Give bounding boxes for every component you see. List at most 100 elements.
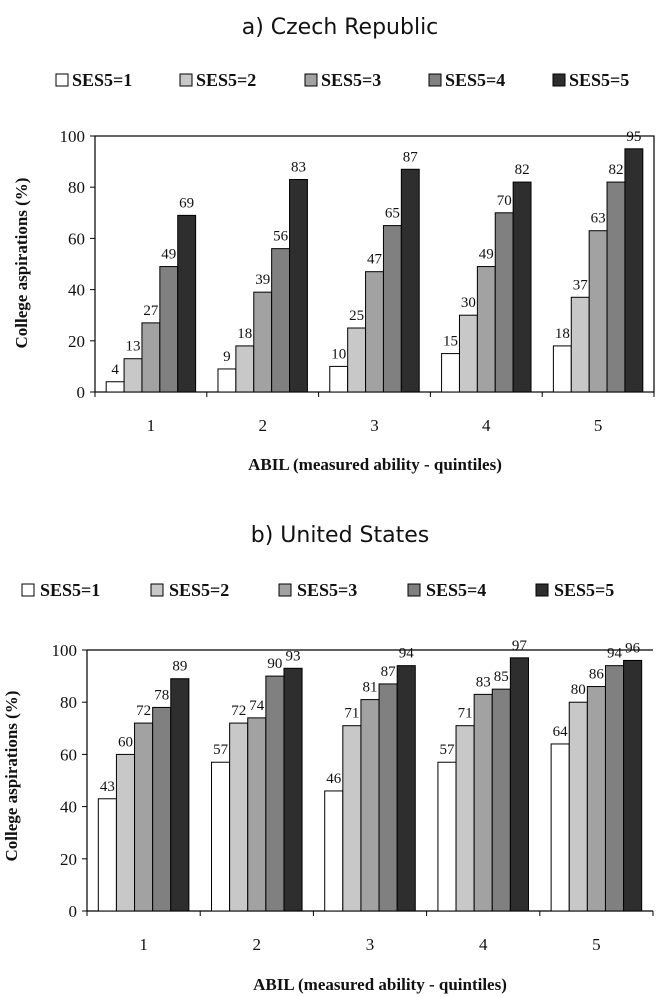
legend: SES5=1 SES5=2 SES5=3 SES5=4 SES5=5 [21,580,614,600]
data-label: 83 [291,160,306,176]
y-tick-label: 100 [60,127,86,146]
legend-item-ses5-1: SES5=1 [55,70,132,90]
bar [211,761,231,912]
data-label: 30 [461,295,476,311]
bar [473,693,493,912]
legend-label: SES5=3 [321,70,381,90]
x-axis-label: ABIL (measured ability - quintiles) [253,975,507,994]
bar [289,179,308,393]
bar [235,345,255,393]
bar [97,798,117,912]
data-label: 72 [136,703,151,719]
bar [152,706,172,912]
bar [229,722,249,912]
data-label: 57 [439,742,455,758]
data-label: 94 [399,646,415,662]
y-tick-label: 0 [69,902,78,921]
bar [378,683,398,912]
bar [115,753,136,912]
data-label: 82 [515,162,530,178]
data-label: 70 [497,193,512,209]
legend-swatch [304,73,318,87]
legend-swatch [552,73,566,87]
bar [458,314,478,393]
bar [606,181,626,393]
legend-label: SES5=5 [569,70,629,90]
legend-item-ses5-3: SES5=3 [278,580,357,600]
legend-item-ses5-5: SES5=5 [552,70,629,90]
y-tick-label: 60 [60,745,77,764]
data-label: 81 [363,680,378,696]
legend-swatch [428,73,442,87]
bar [177,214,197,393]
bar [552,345,572,393]
legend-item-ses5-4: SES5=4 [428,70,505,90]
x-tick-label: 3 [370,416,379,435]
bar [141,322,161,393]
y-tick-label: 80 [60,693,77,712]
data-label: 27 [143,303,159,319]
x-tick-label: 1 [147,416,156,435]
legend-item-ses5-1: SES5=1 [21,580,100,600]
data-label: 25 [349,308,364,324]
bar [217,368,237,393]
x-tick-label: 4 [482,416,491,435]
data-label: 65 [385,206,400,222]
data-label: 97 [512,638,528,654]
y-axis-label: College aspirations (%) [12,178,31,349]
data-label: 10 [331,346,346,362]
legend-label: SES5=1 [40,580,100,600]
legend-swatch [21,583,35,597]
legend-swatch [179,73,193,87]
data-label: 85 [494,669,509,685]
bar [324,790,344,912]
data-label: 37 [573,277,589,293]
bar [400,168,420,393]
bar [441,353,460,393]
data-label: 57 [213,742,229,758]
data-label: 49 [161,247,176,263]
data-label: 43 [100,779,115,795]
chart-title: b) United States [251,523,430,548]
legend-swatch [278,583,292,597]
data-label: 60 [118,734,133,750]
bar [437,761,457,912]
y-tick-label: 40 [68,281,85,300]
chart-title: a) Czech Republic [242,15,439,40]
bar [134,722,154,912]
legend-item-ses5-3: SES5=3 [304,70,381,90]
x-tick-label: 1 [139,935,148,954]
panel-united-states: b) United States SES5=1 SES5=2 SES5=3 SE… [2,523,654,994]
data-label: 69 [179,195,194,211]
legend-label: SES5=2 [196,70,256,90]
data-label: 82 [608,162,623,178]
bar [588,230,608,393]
bar [509,657,529,912]
data-label: 71 [458,706,473,722]
legend-item-ses5-4: SES5=4 [407,580,486,600]
legend-label: SES5=3 [297,580,357,600]
y-tick-label: 20 [60,850,77,869]
data-label: 64 [553,724,569,740]
legend-label: SES5=2 [169,580,229,600]
legend-label: SES5=5 [554,580,614,600]
data-label: 18 [237,326,252,342]
data-label: 39 [255,272,270,288]
x-tick-label: 3 [366,935,375,954]
y-tick-label: 40 [60,798,77,817]
data-label: 15 [443,334,458,350]
x-tick-label: 4 [479,935,488,954]
legend-label: SES5=1 [72,70,132,90]
data-label: 87 [381,664,397,680]
bar [105,381,125,393]
legend-item-ses5-5: SES5=5 [535,580,614,600]
legend-label: SES5=4 [445,70,505,90]
bar [365,271,384,393]
bar [512,181,532,393]
bar [568,701,588,912]
bar [271,248,291,393]
data-label: 87 [403,149,419,165]
bar [586,686,606,912]
x-axis-label: ABIL (measured ability - quintiles) [248,455,502,474]
y-axis-label: College aspirations (%) [2,691,21,862]
